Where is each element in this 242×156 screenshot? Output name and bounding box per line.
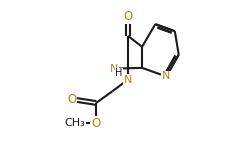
- Text: O: O: [123, 10, 133, 23]
- Text: O: O: [67, 93, 76, 106]
- Text: H: H: [115, 68, 123, 78]
- Text: N: N: [110, 64, 118, 74]
- Text: N: N: [124, 75, 132, 85]
- Text: CH₃: CH₃: [65, 118, 85, 128]
- Text: O: O: [91, 117, 101, 130]
- Text: N: N: [162, 71, 170, 81]
